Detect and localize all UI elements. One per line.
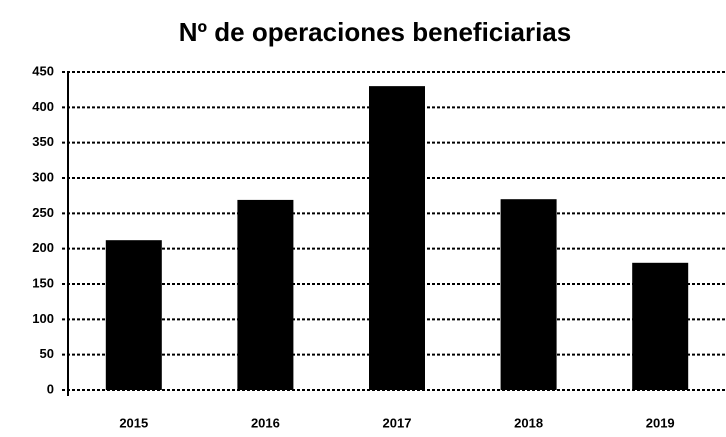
y-tick-label: 50 xyxy=(40,346,54,361)
x-tick-label: 2015 xyxy=(119,415,148,430)
bar xyxy=(369,86,425,390)
chart-title: Nº de operaciones beneficiarias xyxy=(179,17,571,47)
y-tick-label: 400 xyxy=(32,99,54,114)
y-tick-label: 300 xyxy=(32,169,54,184)
y-tick-label: 200 xyxy=(32,240,54,255)
x-tick-label: 2017 xyxy=(383,415,412,430)
x-tick-label: 2016 xyxy=(251,415,280,430)
bar xyxy=(500,199,557,390)
y-tick-label: 250 xyxy=(32,205,54,220)
x-tick-label: 2018 xyxy=(514,415,543,430)
x-tick-label: 2019 xyxy=(646,415,675,430)
y-tick-label: 100 xyxy=(32,311,54,326)
y-tick-label: 0 xyxy=(47,381,54,396)
y-tick-label: 350 xyxy=(32,134,54,149)
y-tick-label: 450 xyxy=(32,63,54,78)
bar xyxy=(632,262,689,390)
bar xyxy=(105,240,162,390)
bar xyxy=(237,199,294,390)
y-tick-label: 150 xyxy=(32,275,54,290)
